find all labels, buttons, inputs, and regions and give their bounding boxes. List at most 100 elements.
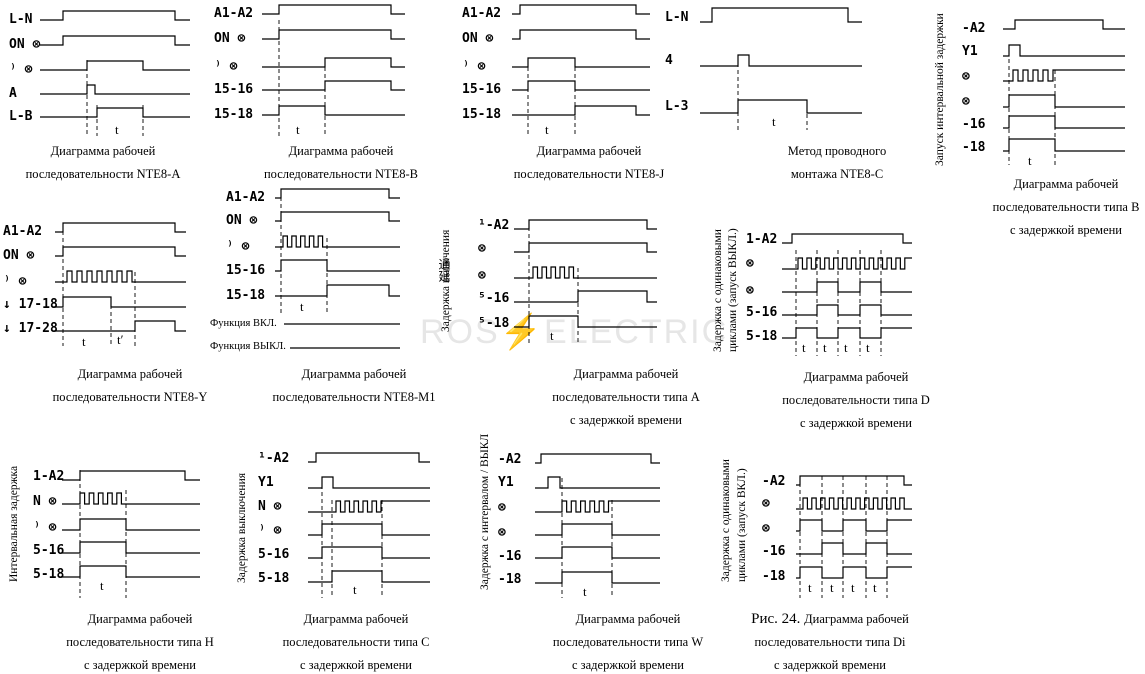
type-w-caption-line: с задержкой времени: [572, 658, 684, 672]
nte8-j-signal-label: ⁾ ⊗: [462, 59, 486, 74]
type-h-signal-label: N ⊗: [33, 494, 57, 509]
type-w-wave-18: [535, 571, 660, 584]
nte8-y-wave-1728: [55, 320, 186, 332]
nte8-m1-caption-line: последовательности NTE8-M1: [272, 390, 436, 404]
type-a-caption-line: Диаграмма рабочей: [573, 367, 679, 381]
type-a-caption-line: с задержкой времени: [570, 413, 682, 427]
type-w-wave-y1: [535, 476, 660, 489]
type-c-t-label: t: [353, 582, 357, 597]
nte8-a-signal-label: L-N: [9, 12, 33, 27]
nte8-y-wave-pulse: [55, 270, 186, 283]
type-c-wave-a2: [308, 452, 430, 463]
type-di-caption-line: последовательности типа Di: [754, 635, 906, 649]
nte8-j-signal-label: 15-18: [462, 107, 502, 122]
type-b-wave-18: [1003, 138, 1125, 152]
nte8-a-wave-switch: [40, 60, 190, 71]
type-d-caption-line: с задержкой времени: [800, 416, 912, 430]
type-h-wave-pulse: [62, 492, 200, 505]
type-h-wave-16: [62, 541, 200, 554]
nte8-m1-signal-label: ON ⊗: [226, 213, 258, 228]
type-b-caption-line: с задержкой времени: [1010, 223, 1122, 237]
nte8-j-signal-label: ON ⊗: [462, 31, 494, 46]
type-w-signal-label: ⊗: [498, 500, 506, 515]
type-d-t-label: t: [802, 340, 806, 355]
type-h-t-label: t: [100, 578, 104, 593]
nte8-m1-caption-line: Диаграмма рабочей: [301, 367, 407, 381]
nte8-b-signal-label: 15-16: [214, 82, 254, 97]
nte8-b-wave-on: [262, 29, 405, 40]
nte8-m1-wave-1516: [275, 259, 400, 272]
type-di-signal-label: -A2: [762, 474, 786, 489]
type-a-signal-label: ⊗: [478, 241, 486, 256]
nte8-b-signal-label: ON ⊗: [214, 31, 246, 46]
type-h-caption-line: Диаграмма рабочей: [87, 612, 193, 626]
nte8-b-wave-1518: [262, 105, 405, 116]
type-h-wave-relay: [62, 518, 200, 531]
nte8-c-wave-l3: [700, 99, 862, 114]
type-w-t-label: t: [583, 584, 587, 599]
type-w-signal-label: -18: [498, 572, 522, 587]
type-d-t-label: t: [866, 340, 870, 355]
type-d-side-label-2: циклами (запуск ВЫКЛ.): [727, 228, 739, 352]
nte8-a-t-label: t: [115, 122, 119, 137]
type-w-side-label: Задержка с интервалом / ВЫКЛ: [479, 433, 491, 590]
nte8-c-signal-label: L-3: [665, 99, 689, 114]
type-a-signal-label: ⁵-18: [478, 316, 510, 331]
type-b-wave-y1: [1003, 44, 1125, 57]
nte8-y-signal-label: A1-A2: [3, 224, 43, 239]
nte8-a-signal-label: L-B: [9, 109, 33, 124]
type-c-signal-label: ⁾ ⊗: [258, 523, 282, 538]
type-c-signal-label: 5-16: [258, 547, 290, 562]
nte8-y-signal-label: ↓ 17-28: [3, 321, 58, 336]
nte8-m1-function-off-label: Функция ВЫКЛ.: [210, 341, 286, 352]
type-b-signal-label: -16: [962, 117, 986, 132]
nte8-y-t-label: t′: [117, 332, 124, 347]
nte8-c-t-label: t: [772, 114, 776, 129]
type-c-signal-label: 5-18: [258, 571, 290, 586]
nte8-b-t-label: t: [296, 122, 300, 137]
nte8-m1-wave-1518: [275, 284, 400, 297]
type-w-wave-relay: [535, 523, 660, 536]
type-b-side-label: Запуск интервальной задержки: [934, 13, 946, 166]
nte8-y-signal-label: ↓ 17-18: [3, 297, 58, 312]
nte8-m1-t-label: t: [300, 299, 304, 314]
nte8-j-wave-switch: [512, 57, 650, 68]
nte8-j-t-label: t: [545, 122, 549, 137]
nte8-a-wave-ln: [40, 10, 190, 21]
type-b-t-label: t: [1028, 153, 1032, 168]
type-w-signal-label: Y1: [498, 475, 514, 490]
type-c-wave-pulse: [308, 500, 430, 513]
nte8-y-wave-on: [55, 246, 186, 257]
type-di-wave-pulse: [796, 497, 912, 510]
nte8-j-caption-line: последовательности NTE8-J: [513, 167, 665, 181]
nte8-c-signal-label: L-N: [665, 10, 689, 25]
nte8-j-wave-1518: [512, 105, 650, 116]
type-d-caption-line: последовательности типа D: [782, 393, 930, 407]
type-di-caption-line: Рис. 24. Диаграмма рабочей: [700, 612, 960, 627]
type-di-signal-label: ⊗: [762, 521, 770, 536]
type-h-signal-label: 5-18: [33, 567, 65, 582]
nte8-a-signal-label: ON ⊗: [9, 37, 41, 52]
type-d-wave-pulse: [782, 257, 912, 270]
type-c-wave-16: [308, 546, 430, 559]
type-h-wave-18: [62, 565, 200, 578]
type-di-t-label: t: [873, 580, 877, 595]
nte8-m1-function-on-label: Функция ВКЛ.: [210, 318, 277, 329]
type-h-signal-label: 5-16: [33, 543, 65, 558]
type-h-wave-a2: [62, 470, 200, 481]
type-b-signal-label: ⊗: [962, 69, 970, 84]
type-c-caption-line: с задержкой времени: [300, 658, 412, 672]
type-h-signal-label: ⁾ ⊗: [33, 520, 57, 535]
nte8-a-wave-lb: [40, 107, 190, 118]
nte8-y-signal-label: ON ⊗: [3, 248, 35, 263]
type-c-signal-label: Y1: [258, 475, 274, 490]
type-w-caption-line: последовательности типа W: [552, 635, 704, 649]
type-d-signal-label: 5-16: [746, 305, 778, 320]
type-a-side-glyphs: 通延: [437, 258, 451, 282]
nte8-a-wave-on: [40, 35, 190, 46]
figure-number: Рис. 24.: [751, 611, 805, 627]
type-c-side-label: Задержка выключения: [236, 472, 248, 583]
type-h-signal-label: 1-A2: [33, 469, 65, 484]
type-b-wave-a2: [1003, 19, 1125, 30]
